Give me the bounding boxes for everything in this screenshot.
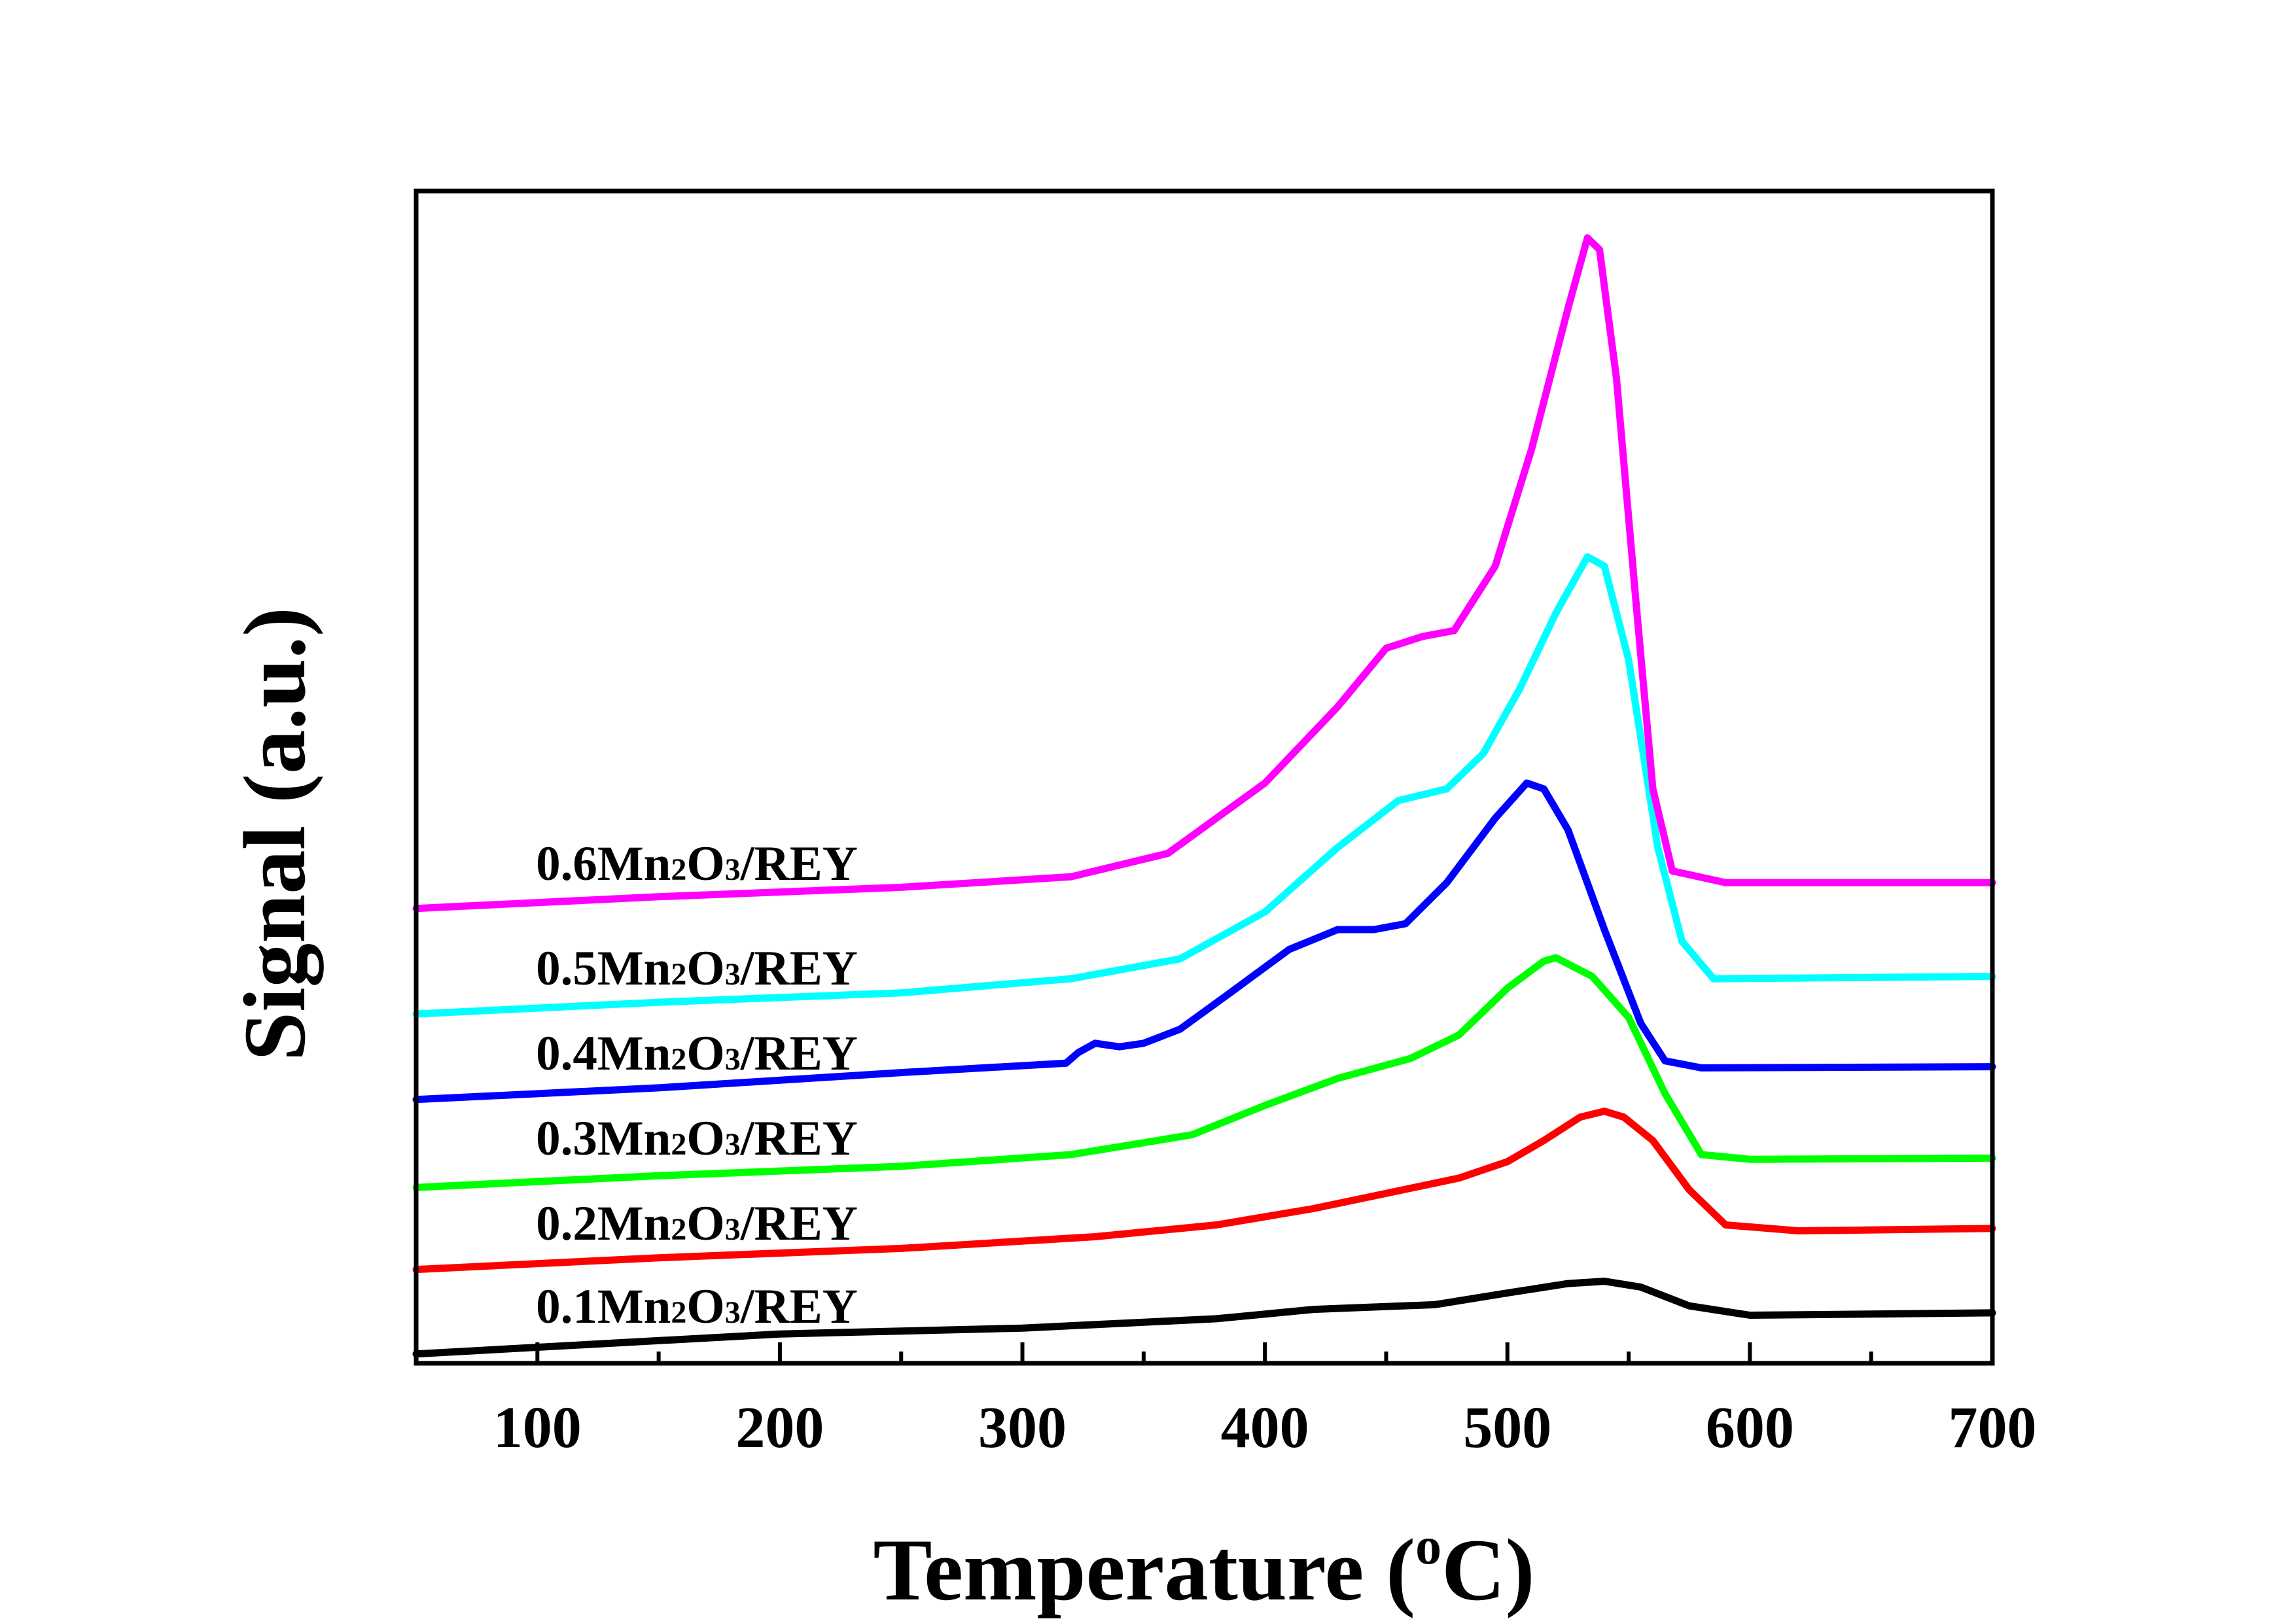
x-tick-label: 300 bbox=[978, 1395, 1067, 1460]
series-line-1 bbox=[412, 1278, 1996, 1358]
plot-frame bbox=[414, 188, 1995, 1366]
x-tick-label: 200 bbox=[735, 1395, 824, 1460]
series-line-2 bbox=[412, 1108, 1996, 1274]
x-axis-title-tail: C) bbox=[1441, 1522, 1534, 1619]
x-axis-ticks bbox=[535, 1342, 1873, 1363]
series-label-1: 0.1Mn2O3/REY bbox=[536, 1280, 858, 1334]
x-tick-label: 600 bbox=[1706, 1395, 1794, 1460]
series-label-6: 0.6Mn2O3/REY bbox=[536, 837, 858, 891]
series-label-4: 0.4Mn2O3/REY bbox=[536, 1026, 858, 1081]
x-axis-title: Temperature (oC) bbox=[873, 1518, 1534, 1619]
series-label-3: 0.3Mn2O3/REY bbox=[536, 1111, 858, 1166]
series-line-5 bbox=[412, 553, 1996, 1018]
series-line-6 bbox=[412, 234, 1996, 913]
x-tick-label: 400 bbox=[1221, 1395, 1309, 1460]
x-tick-label: 500 bbox=[1463, 1395, 1551, 1460]
series-layer bbox=[412, 234, 1996, 1358]
series-labels: 0.1Mn2O3/REY 0.2Mn2O3/REY 0.3Mn2O3/REY 0.4M… bbox=[536, 837, 858, 1334]
x-axis-title-main: Temperature ( bbox=[873, 1522, 1415, 1619]
x-tick-label: 100 bbox=[493, 1395, 582, 1460]
series-label-2: 0.2Mn2O3/REY bbox=[536, 1196, 858, 1251]
x-tick-label: 700 bbox=[1949, 1395, 2037, 1460]
y-axis-title: Signal (a.u.) bbox=[226, 607, 324, 1061]
series-label-5: 0.5Mn2O3/REY bbox=[536, 941, 858, 996]
series-line-3 bbox=[412, 954, 1996, 1191]
x-axis-title-sup: o bbox=[1415, 1518, 1441, 1575]
series-line-4 bbox=[412, 779, 1996, 1104]
x-axis-tick-labels: 100 200 300 400 500 600 700 bbox=[493, 1395, 2037, 1460]
